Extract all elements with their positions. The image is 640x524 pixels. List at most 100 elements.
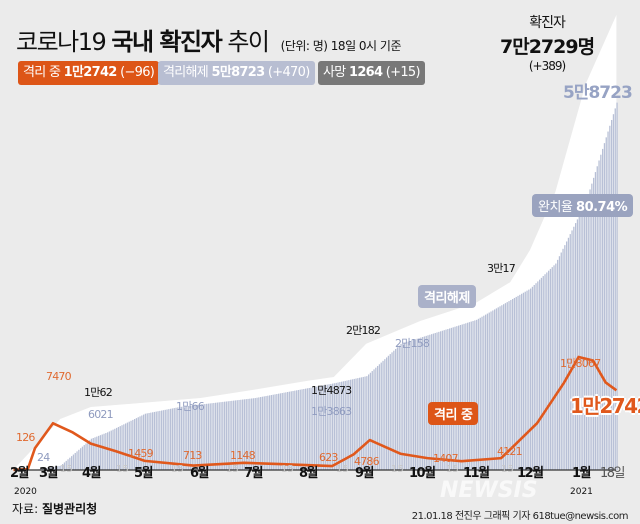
released-bar — [279, 393, 282, 470]
released-bar — [603, 143, 606, 470]
released-bar — [362, 376, 364, 470]
released-bar — [74, 452, 76, 470]
released-bar — [245, 399, 247, 470]
badge-change: (−96) — [120, 65, 155, 80]
x-tick-label: 10월 — [409, 466, 436, 481]
released-bar — [342, 381, 345, 470]
released-bar — [553, 265, 555, 470]
released-bar — [454, 326, 456, 470]
released-bar — [353, 378, 355, 470]
badge-value: 5만8723 — [211, 65, 265, 80]
released-bar — [584, 204, 586, 470]
released-bar — [409, 341, 411, 470]
released-bar — [240, 399, 242, 470]
released-bar — [332, 383, 334, 470]
released-bar — [80, 448, 82, 470]
released-bar — [60, 465, 62, 470]
released-bar — [108, 431, 111, 470]
released-bar — [128, 421, 130, 470]
released-bar — [414, 339, 417, 470]
released-label: 1만66 — [176, 400, 205, 413]
released-bar — [54, 466, 57, 470]
released-bar — [144, 413, 147, 470]
released-bar — [400, 343, 402, 470]
released-bar — [481, 316, 483, 470]
released-bar — [274, 394, 276, 470]
released-bar — [359, 377, 361, 470]
released-bar — [166, 409, 168, 470]
released-bar — [566, 241, 568, 470]
released-bar — [438, 331, 440, 470]
released-bar — [335, 382, 337, 470]
released-bar — [297, 389, 300, 470]
released-bar — [596, 166, 598, 470]
year-2020: 2020 — [14, 487, 37, 497]
released-bar — [571, 230, 573, 470]
released-bar — [162, 410, 165, 470]
released-bar — [231, 400, 233, 470]
released-bar — [218, 402, 220, 470]
released-bar — [252, 398, 255, 470]
recovery-rate-value: 80.74% — [576, 200, 628, 215]
released-bar — [508, 301, 510, 470]
recovery-rate-label: 완치율 — [538, 200, 573, 215]
released-bar — [611, 119, 613, 470]
released-bar — [283, 392, 285, 470]
released-bar — [96, 436, 98, 470]
released-bar — [258, 397, 260, 470]
released-bar — [251, 398, 253, 470]
released-bar — [350, 379, 352, 470]
x-tick-label: 1월 — [572, 466, 592, 481]
released-bar — [71, 456, 73, 470]
badge-label: 격리 중 — [23, 65, 61, 80]
released-bar — [261, 396, 264, 470]
released-bar — [53, 466, 55, 470]
newsis-watermark: NEWSIS — [440, 478, 538, 503]
released-bar — [328, 384, 330, 470]
released-bar — [375, 367, 377, 470]
released-bar — [416, 338, 418, 470]
released-bar — [549, 268, 552, 470]
released-bar — [456, 326, 458, 470]
released-bar — [544, 274, 546, 470]
released-bar — [171, 408, 174, 470]
released-bar — [195, 405, 197, 470]
released-label: 6021 — [88, 408, 114, 421]
released-bar — [567, 237, 570, 470]
released-bar — [598, 160, 600, 470]
x-minor-tick-label: 15 — [336, 464, 349, 475]
released-bar — [560, 252, 562, 470]
released-bar — [303, 388, 305, 470]
released-bar — [555, 263, 557, 470]
isolated-label: 7470 — [46, 370, 72, 383]
isolated-label: 1148 — [230, 449, 256, 462]
released-bar — [105, 433, 107, 470]
isolated-label: 126 — [16, 431, 35, 444]
released-bar — [558, 256, 561, 470]
released-bar — [92, 438, 94, 470]
x-tick-label: 6월 — [190, 466, 210, 481]
released-bar — [368, 374, 370, 470]
released-bar — [501, 305, 503, 470]
released-bar — [243, 399, 246, 470]
released-bar — [486, 313, 489, 470]
released-bar — [548, 270, 550, 470]
released-bar — [213, 402, 215, 470]
released-bar — [364, 376, 366, 470]
released-bar — [265, 396, 267, 470]
released-bar — [587, 195, 589, 470]
released-bar — [326, 384, 328, 470]
released-bar — [418, 338, 420, 470]
released-bar — [467, 322, 469, 470]
released-bar — [404, 342, 406, 470]
released-bar — [531, 286, 534, 470]
released-bar — [542, 276, 544, 470]
released-bar — [49, 467, 51, 470]
released-bar — [186, 406, 188, 470]
released-bar — [436, 332, 438, 470]
released-bar — [117, 427, 120, 470]
released-bar — [377, 365, 379, 470]
source-name: 질병관리청 — [41, 502, 98, 516]
released-bar — [396, 347, 399, 470]
x-minor-tick-label: 15 — [60, 464, 73, 475]
